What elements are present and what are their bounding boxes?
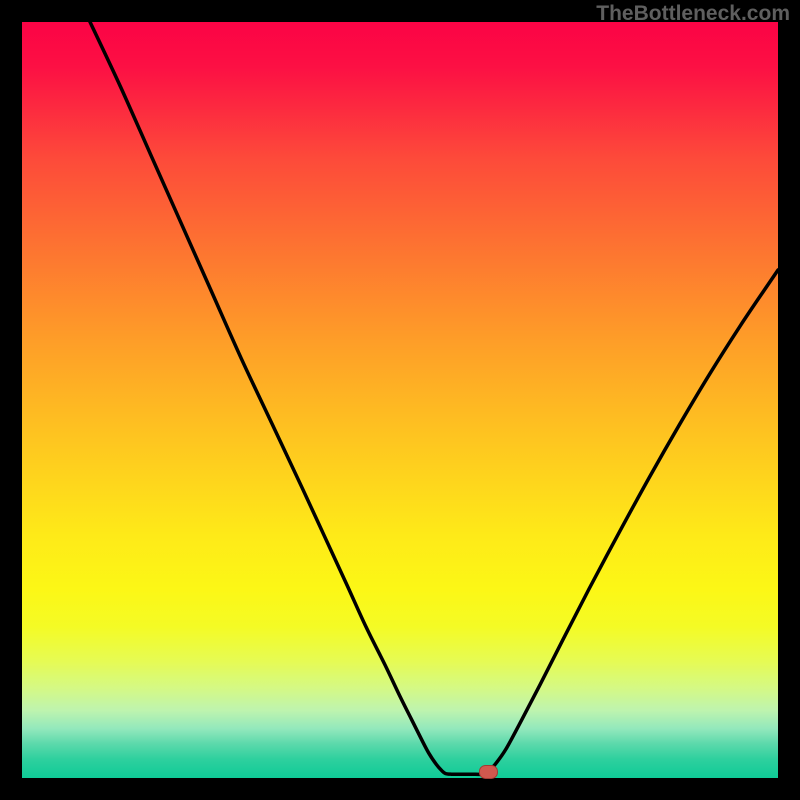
chart-container: TheBottleneck.com [0,0,800,800]
bottleneck-curve-chart [0,0,800,800]
chart-gradient-background [22,22,778,778]
optimal-point-marker [479,765,497,778]
